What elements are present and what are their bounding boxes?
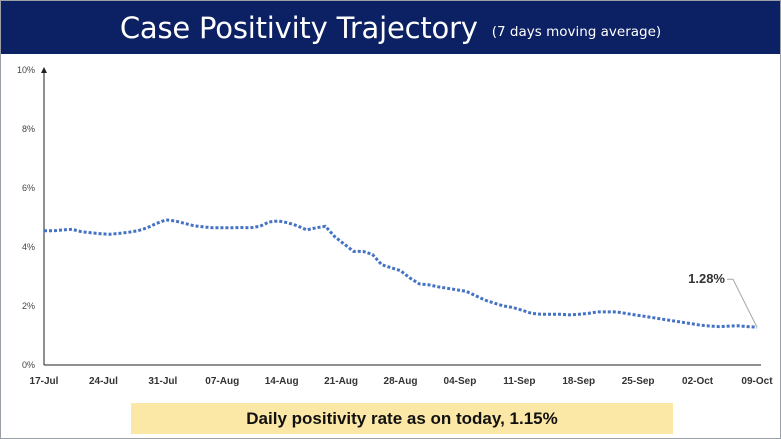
x-tick-label: 09-Oct (741, 376, 773, 387)
last-value-label: 1.28% (688, 271, 725, 286)
x-tick-label: 02-Oct (682, 376, 714, 387)
x-tick-label: 31-Jul (148, 376, 177, 387)
chart-axes (41, 67, 761, 366)
y-tick-label: 8% (22, 124, 35, 134)
annotations: 1.28% (688, 271, 758, 328)
x-tick-label: 04-Sep (444, 376, 477, 387)
annotation-leader (727, 278, 758, 328)
x-tick-label: 17-Jul (30, 376, 59, 387)
y-tick-label: 2% (22, 301, 35, 311)
x-tick-label: 21-Aug (324, 376, 358, 387)
chart-subtitle: (7 days moving average) (491, 23, 662, 40)
series-group (44, 218, 758, 329)
y-tick-label: 0% (22, 360, 35, 370)
line-chart: 0% 2% 4% 6% 8% 10% 17-Jul 24-Jul 31-Jul 07-Aug 14… (17, 65, 774, 387)
y-tick-label: 10% (17, 65, 35, 75)
series-line (44, 218, 758, 329)
x-tick-label: 18-Sep (562, 376, 595, 387)
title-bar: Case Positivity Trajectory (7 days movin… (1, 1, 780, 54)
chart-title: Case Positivity Trajectory (119, 10, 478, 45)
x-tick-label: 11-Sep (503, 376, 535, 387)
y-tick-label: 6% (22, 183, 35, 193)
daily-rate-text: Daily positivity rate as on today, 1.15% (246, 408, 558, 428)
x-tick-label: 14-Aug (265, 376, 299, 387)
x-tick-label: 07-Aug (205, 376, 239, 387)
daily-rate-banner: Daily positivity rate as on today, 1.15% (131, 403, 673, 434)
x-axis-ticks: 17-Jul 24-Jul 31-Jul 07-Aug 14-Aug 21-Aug 28-A… (30, 376, 774, 387)
x-tick-label: 24-Jul (89, 376, 118, 387)
y-axis-arrow (41, 67, 47, 73)
x-tick-label: 28-Aug (384, 376, 418, 387)
x-tick-label: 25-Sep (622, 376, 655, 387)
y-axis-ticks: 0% 2% 4% 6% 8% 10% (17, 65, 35, 370)
y-tick-label: 4% (22, 242, 35, 252)
